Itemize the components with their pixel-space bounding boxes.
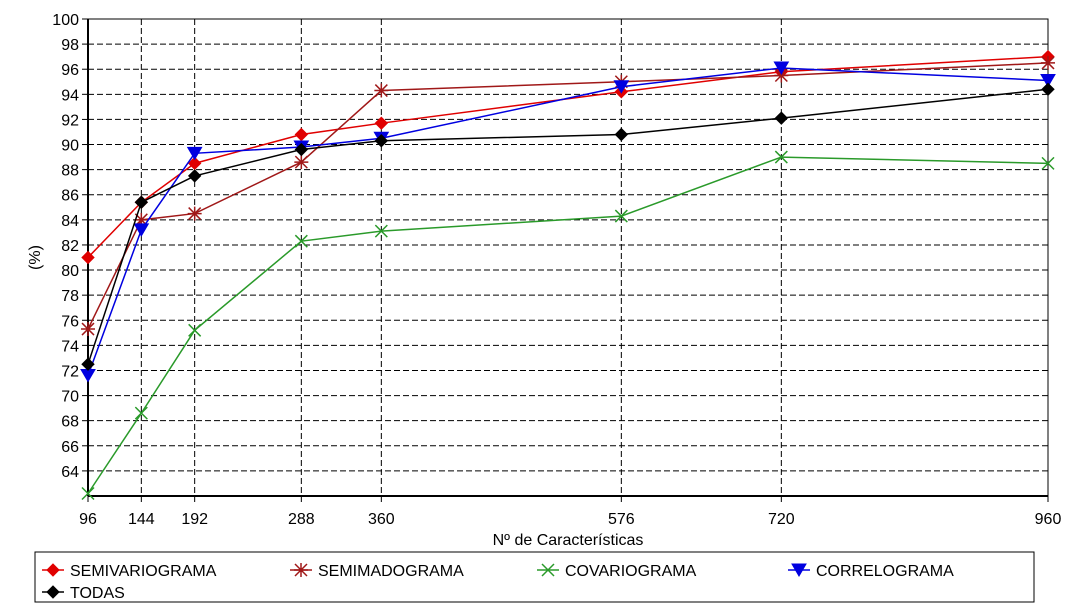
data-point xyxy=(774,111,789,125)
data-point xyxy=(773,61,790,75)
y-tick-label: 94 xyxy=(61,87,79,104)
y-tick-label: 66 xyxy=(61,439,79,456)
data-point xyxy=(81,322,95,337)
y-tick-label: 72 xyxy=(61,363,79,380)
data-point xyxy=(294,234,308,248)
legend-label: COVARIOGRAMA xyxy=(565,563,697,580)
legend-label: SEMIVARIOGRAMA xyxy=(70,563,217,580)
data-point xyxy=(374,116,389,130)
series-todas xyxy=(81,82,1055,371)
y-tick-label: 92 xyxy=(61,112,79,129)
x-tick-label: 96 xyxy=(79,511,97,528)
legend-box xyxy=(34,551,1035,603)
x-tick-label: 360 xyxy=(368,511,395,528)
data-point xyxy=(81,250,95,265)
data-point xyxy=(133,223,150,237)
axes xyxy=(87,18,1049,497)
legend-item: CORRELOGRAMA xyxy=(788,563,954,580)
series-semimadograma xyxy=(81,55,1055,337)
legend-marker xyxy=(46,563,60,577)
data-point xyxy=(774,150,788,164)
data-point xyxy=(294,155,309,170)
legend-item: SEMIMADOGRAMA xyxy=(290,563,464,580)
legend-label: SEMIMADOGRAMA xyxy=(318,563,464,580)
y-tick-label: 96 xyxy=(61,62,79,79)
series-line xyxy=(87,67,1049,376)
legend-label: TODAS xyxy=(70,585,125,602)
x-tick-label: 720 xyxy=(768,511,795,528)
data-point xyxy=(1040,74,1056,88)
y-tick-label: 74 xyxy=(61,338,79,355)
data-point xyxy=(81,486,95,501)
data-point xyxy=(374,224,388,238)
data-point xyxy=(187,206,202,221)
data-point xyxy=(1041,82,1055,97)
plot-frame xyxy=(87,18,1049,497)
series-line xyxy=(87,156,1049,494)
data-point xyxy=(294,127,309,142)
series-line xyxy=(87,62,1049,330)
data-point xyxy=(774,68,789,83)
x-axis-label: Nº de Características xyxy=(493,532,644,549)
data-point xyxy=(187,169,202,183)
y-tick-label: 78 xyxy=(61,288,79,305)
y-tick-label: 98 xyxy=(61,37,79,54)
y-tick-label: 70 xyxy=(61,389,79,406)
legend-item: TODAS xyxy=(42,585,125,602)
y-tick-label: 80 xyxy=(61,263,79,280)
data-point xyxy=(186,146,203,161)
y-tick-label: 64 xyxy=(61,464,79,481)
legend: SEMIVARIOGRAMA SEMIMADOGRAMA COVARIOGRAMA C… xyxy=(34,551,1035,603)
data-point xyxy=(1041,156,1055,170)
legend-marker xyxy=(46,585,60,599)
y-axis-ticks: 64 66 68 70 72 74 76 78 80 82 84 86 88 90 92 94 96 98 100 xyxy=(52,12,88,481)
y-axis-label: (%) xyxy=(27,245,44,270)
data-point xyxy=(614,127,629,142)
data-point xyxy=(134,195,149,209)
data-point xyxy=(614,209,628,223)
legend-item: SEMIVARIOGRAMA xyxy=(42,563,217,580)
x-tick-label: 288 xyxy=(288,511,315,528)
data-point xyxy=(188,323,202,337)
data-point xyxy=(1041,55,1055,70)
data-point xyxy=(374,83,389,98)
legend-marker xyxy=(791,563,807,577)
y-tick-label: 68 xyxy=(61,414,79,431)
legend-marker xyxy=(541,563,555,577)
grid-lines xyxy=(88,19,1048,496)
x-tick-label: 960 xyxy=(1035,511,1062,528)
series-line xyxy=(87,55,1049,259)
legend-marker xyxy=(294,563,308,577)
data-point xyxy=(81,357,95,371)
data-point xyxy=(134,406,148,420)
legend-item: COVARIOGRAMA xyxy=(537,563,697,580)
series-covariograma xyxy=(81,150,1055,501)
series-group xyxy=(80,49,1056,501)
x-tick-label: 144 xyxy=(128,511,155,528)
legend-label: CORRELOGRAMA xyxy=(816,563,954,580)
y-tick-label: 86 xyxy=(61,188,79,205)
x-axis-ticks: 96 144 192 288 360 576 720 960 xyxy=(79,496,1061,528)
series-line xyxy=(87,88,1049,365)
y-tick-label: 88 xyxy=(61,163,79,180)
data-point xyxy=(134,212,149,227)
y-tick-label: 100 xyxy=(52,12,79,29)
data-point xyxy=(613,80,630,94)
y-tick-label: 84 xyxy=(61,213,79,230)
y-tick-label: 90 xyxy=(61,138,79,155)
x-tick-label: 192 xyxy=(181,511,208,528)
y-tick-label: 82 xyxy=(61,238,79,255)
series-correlograma xyxy=(80,61,1056,383)
data-point xyxy=(80,368,96,383)
series-semivariograma xyxy=(81,49,1055,265)
y-tick-label: 76 xyxy=(61,313,79,330)
data-point xyxy=(374,134,389,148)
x-tick-label: 576 xyxy=(608,511,635,528)
data-point xyxy=(294,142,309,157)
